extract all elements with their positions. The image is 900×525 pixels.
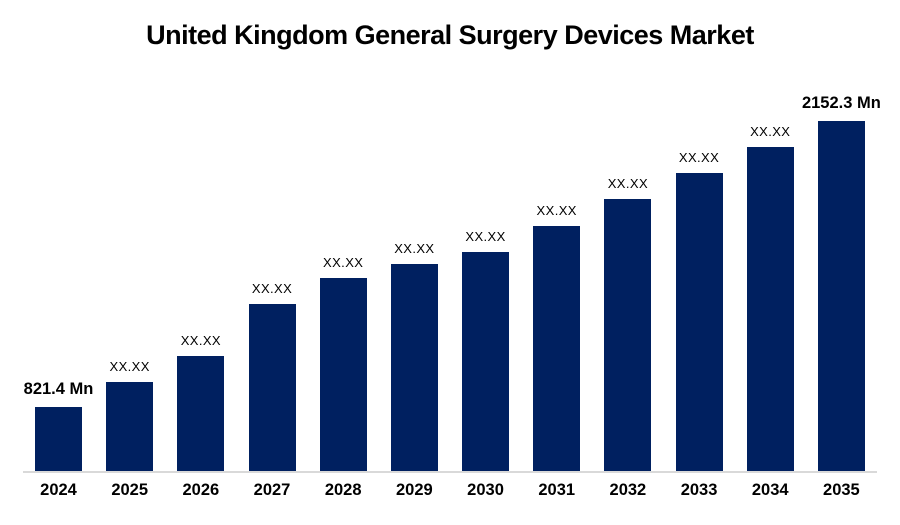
bar-column: XX.XX [746,101,794,471]
x-tick-label: 2034 [751,481,789,499]
bar-column: XX.XX [604,101,652,471]
bar [533,226,581,471]
bar-value-label: XX.XX [323,255,364,270]
bar-column: XX.XX [533,101,581,471]
bar-value-label: XX.XX [180,333,221,348]
bar [675,173,723,471]
bar-column: XX.XX [390,101,438,471]
x-tick-label: 2033 [680,481,718,499]
bar [390,264,438,471]
bar [177,356,225,471]
bar-value-label: XX.XX [678,150,720,165]
bar-value-label: XX.XX [750,124,791,139]
bar-column: XX.XX [106,101,154,471]
bars-row: 821.4 Mn XX.XX XX.XX XX.XX XX.XX XX.XX XX.XX XX… [24,94,881,471]
bar-value-label: XX.XX [536,203,577,218]
ticks-row: 2024 2025 2026 2027 2028 2029 2030 2031 2032 2033… [35,481,865,500]
bar-value-label: XX.XX [465,229,506,244]
x-tick-label: 2031 [538,481,576,499]
bar-value-label: XX.XX [251,281,293,296]
bar [35,407,82,471]
bar-value-label: 2152.3 Mn [801,94,881,112]
bar-column: XX.XX [462,101,510,471]
bar [462,252,510,471]
bar [746,147,794,471]
bar [817,121,865,471]
x-tick-label: 2027 [253,481,291,499]
bar-column: 821.4 Mn [24,101,93,471]
x-tick-label: 2029 [396,481,433,499]
x-tick-label: 2035 [823,481,860,499]
bar [106,382,154,471]
x-tick-label: 2026 [182,481,220,499]
bar [604,199,652,471]
x-tick-label: 2030 [467,481,504,499]
bar-value-label: XX.XX [607,176,649,191]
x-tick-label: 2028 [324,481,362,499]
bar-column: 2152.3 Mn [802,94,881,471]
x-tick-label: 2032 [609,481,647,499]
bar-column: XX.XX [248,101,296,471]
x-tick-label: 2024 [40,481,77,499]
bar-column: XX.XX [319,101,367,471]
chart-title: United Kingdom General Surgery Devices M… [146,20,754,50]
bar-column: XX.XX [675,101,723,471]
bar-value-label: XX.XX [394,241,435,256]
x-tick-label: 2025 [111,481,149,499]
bar-value-label: XX.XX [109,359,150,374]
bar [248,304,296,471]
x-axis-line [23,471,877,473]
bar [319,278,367,471]
bar-column: XX.XX [177,101,225,471]
bar-value-label: 821.4 Mn [23,380,94,398]
